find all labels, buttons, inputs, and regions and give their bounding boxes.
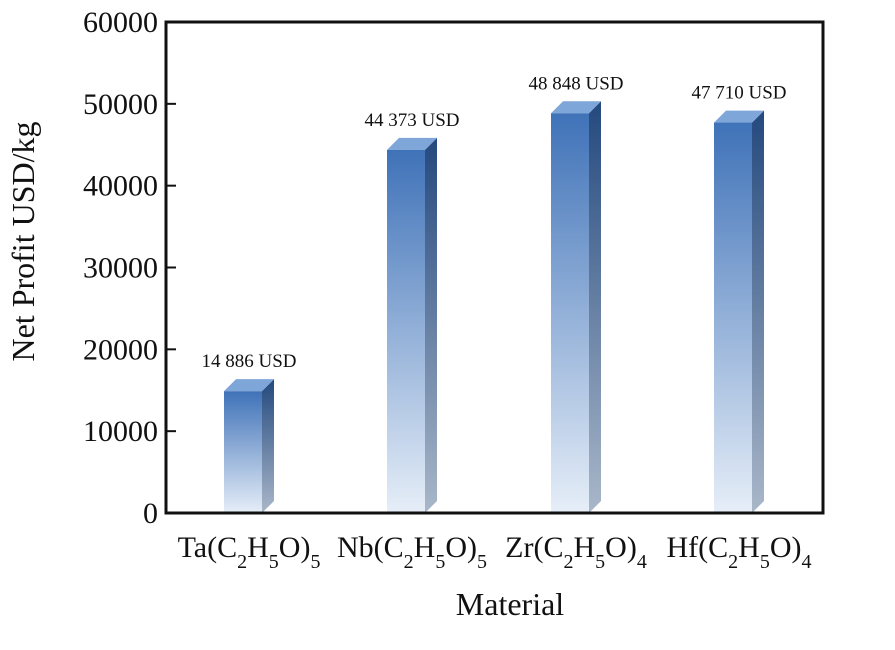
x-axis-categories: Ta(C2H5O)5 Nb(C2H5O)5 Zr(C2H5O)4 Hf(C2H5O)4 [178,531,812,573]
bar [714,110,764,513]
bar-data-label: 48 848 USD [528,73,623,94]
y-tick-label: 0 [143,497,158,530]
y-tick-label: 10000 [83,415,158,448]
bar-top [551,101,601,114]
bars-group [224,101,764,514]
x-category-label: Ta(C2H5O)5 [178,531,321,573]
bar-front [551,113,589,514]
y-tick-label: 50000 [83,88,158,121]
x-axis-title: Material [456,586,565,622]
bar [551,101,601,514]
bar-front [387,149,425,513]
y-tick-label: 60000 [83,6,158,39]
y-axis-ticks: 0 10000 20000 30000 40000 50000 60000 [83,6,176,530]
bar [224,379,274,513]
bar-side [262,379,274,513]
bar-data-label: 47 710 USD [691,83,786,104]
y-tick-label: 20000 [83,333,158,366]
bar-top [387,137,437,150]
x-category-label: Zr(C2H5O)4 [505,531,647,573]
data-labels-group: 14 886 USD 44 373 USD 48 848 USD 47 710 USD [201,73,786,372]
y-tick-label: 40000 [83,170,158,203]
bar [387,137,437,513]
bar-data-label: 44 373 USD [364,110,459,131]
bar-side [752,110,764,513]
bar-front [224,391,262,513]
bar-front [714,122,752,513]
x-category-label: Hf(C2H5O)4 [667,531,812,573]
bar-top [224,379,274,392]
bar-side [425,137,437,513]
x-category-label: Nb(C2H5O)5 [337,531,487,573]
y-axis-title: Net Profit USD/kg [5,122,41,362]
y-tick-label: 30000 [83,252,158,285]
bar-data-label: 14 886 USD [201,351,296,372]
bar-top [714,110,764,123]
bar-side [589,101,601,514]
